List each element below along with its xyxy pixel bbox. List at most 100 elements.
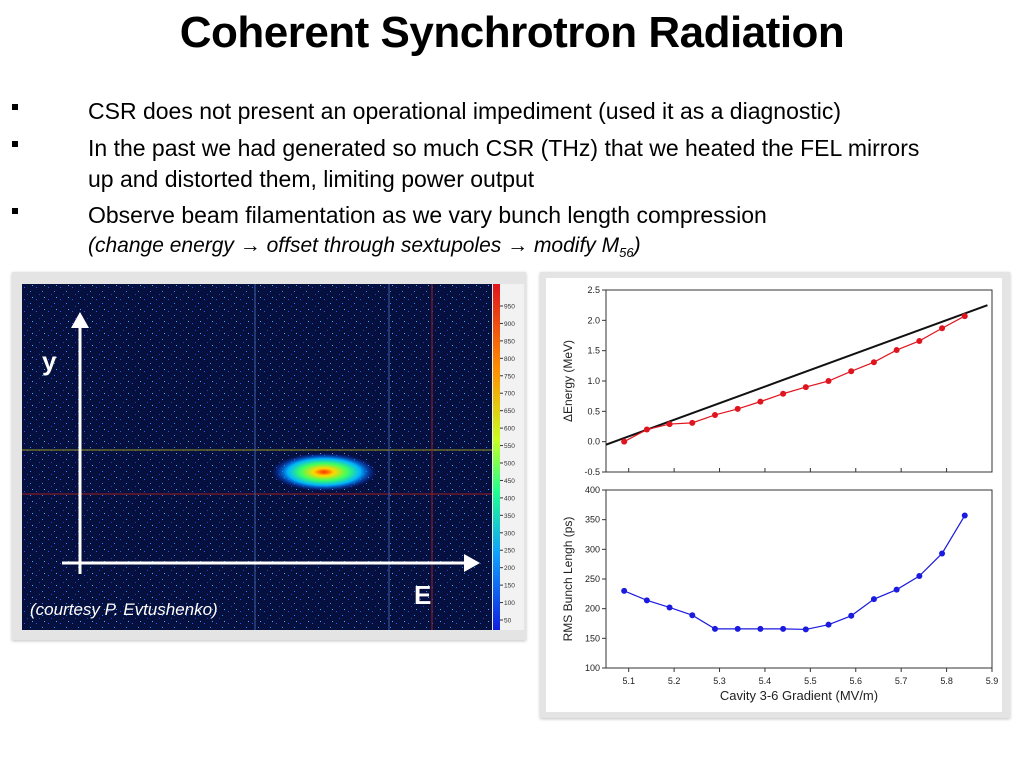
y-tick-label: 0.5 (587, 406, 600, 416)
colorbar-tick-label: 150 (504, 583, 515, 590)
bullet-marker (12, 141, 18, 147)
data-point (848, 612, 855, 619)
series-line (623, 315, 966, 443)
y-tick-label: 1.5 (587, 346, 600, 356)
sub-note-part: (change energy (88, 234, 240, 257)
y-tick-label: 250 (585, 574, 600, 584)
colorbar-tick-label: 900 (504, 321, 515, 328)
data-point (734, 405, 741, 412)
bullet-marker (12, 104, 18, 110)
y-arrow-icon (71, 312, 89, 328)
plot-frame (605, 289, 993, 473)
data-point (666, 421, 673, 428)
data-point (848, 368, 855, 375)
slide-title: Coherent Synchrotron Radiation (179, 8, 845, 57)
y-axis-label: y (42, 346, 57, 376)
data-point (621, 587, 628, 594)
x-axis-label: E (414, 580, 432, 610)
data-point (961, 313, 968, 320)
y-tick-label: 200 (585, 604, 600, 614)
bullet-text: CSR does not present an operational impe… (88, 98, 842, 124)
y-tick-label: 2.5 (587, 285, 600, 295)
subscript: 56 (619, 245, 634, 261)
x-tick-label: 5.2 (668, 676, 681, 686)
data-point (893, 586, 900, 593)
colorbar-tick-label: 800 (504, 356, 515, 363)
sub-note: (change energy → offset through sextupol… (88, 234, 641, 260)
charts-svg: 2.5 2.0 1.5 1.0 0.5 0.0 -0.5 ΔEnergy (MeV) 400 35… (561, 285, 999, 703)
colorbar-tick-label: 850 (504, 338, 515, 345)
data-point (802, 626, 809, 633)
series-line (623, 515, 966, 631)
sub-note-part: ) (633, 234, 641, 257)
y-tick-label: -0.5 (584, 467, 600, 477)
bullet-text: Observe beam filamentation as we vary bu… (88, 202, 767, 228)
beam-spot (272, 453, 376, 491)
sub-note-part: offset through sextupoles (260, 234, 508, 257)
colorbar-tick-label: 50 (504, 618, 512, 625)
y-tick-label: 350 (585, 515, 600, 525)
data-point (780, 625, 787, 632)
courtesy-caption: (courtesy P. Evtushenko) (30, 600, 218, 619)
data-point (870, 359, 877, 366)
colorbar-tick-label: 600 (504, 426, 515, 433)
chart-panel: 2.5 2.0 1.5 1.0 0.5 0.0 -0.5 ΔEnergy (MeV) 400 35… (540, 272, 1010, 718)
x-tick-label: 5.9 (986, 676, 999, 686)
data-point (734, 625, 741, 632)
arrow-icon: → (239, 234, 261, 257)
data-point (689, 419, 696, 426)
data-point (893, 347, 900, 354)
data-point (939, 550, 946, 557)
colorbar-tick-label: 650 (504, 408, 515, 415)
y-tick-label: 150 (585, 633, 600, 643)
x-tick-label: 5.4 (759, 676, 772, 686)
fit-line (605, 304, 988, 446)
beam-image-panel: 950 900 850 800 750 700 650 600 550 500 450 400 350 3… (12, 272, 526, 640)
data-point (757, 625, 764, 632)
data-point (825, 621, 832, 628)
data-point (711, 625, 718, 632)
colorbar-gradient (493, 284, 500, 630)
plot-frame (605, 489, 993, 669)
colorbar-tick-label: 700 (504, 391, 515, 398)
sub-note-part: modify M (528, 234, 620, 257)
data-point (802, 384, 809, 391)
x-tick-label: 5.5 (804, 676, 817, 686)
colorbar-tick-label: 100 (504, 600, 515, 607)
arrow-icon: → (507, 234, 529, 257)
data-point (643, 597, 650, 604)
y-tick-label: 1.0 (587, 376, 600, 386)
colorbar-tick-label: 200 (504, 565, 515, 572)
y-axis-title: ΔEnergy (MeV) (561, 340, 575, 422)
colorbar-tick-label: 400 (504, 495, 515, 502)
data-point (689, 612, 696, 619)
chart-area: 2.5 2.0 1.5 1.0 0.5 0.0 -0.5 ΔEnergy (MeV) 400 35… (546, 278, 1002, 712)
data-point (916, 573, 923, 580)
beam-image (22, 284, 494, 630)
x-arrow-icon (464, 554, 480, 572)
colorbar-tick-label: 500 (504, 461, 515, 468)
data-point (870, 596, 877, 603)
y-tick-label: 400 (585, 485, 600, 495)
colorbar-tick-label: 950 (504, 304, 515, 311)
data-point (961, 512, 968, 519)
data-point (916, 337, 923, 344)
x-tick-label: 5.6 (850, 676, 863, 686)
x-axis-title: Cavity 3-6 Gradient (MV/m) (720, 688, 878, 703)
data-point (711, 411, 718, 418)
colorbar: 950 900 850 800 750 700 650 600 550 500 450 400 350 3… (492, 284, 524, 630)
colorbar-tick-label: 250 (504, 548, 515, 555)
beam-image-svg (22, 284, 494, 630)
data-point (643, 426, 650, 433)
y-tick-label: 0.0 (587, 437, 600, 447)
data-point (666, 604, 673, 611)
colorbar-tick-label: 550 (504, 443, 515, 450)
y-tick-label: 300 (585, 544, 600, 554)
y-axis-title: RMS Bunch Lengh (ps) (561, 517, 575, 642)
data-point (757, 398, 764, 405)
colorbar-tick-label: 750 (504, 373, 515, 380)
bullet-text: In the past we had generated so much CSR… (88, 135, 920, 192)
data-point (780, 390, 787, 397)
colorbar-tick-label: 300 (504, 530, 515, 537)
bullet-marker (12, 208, 18, 214)
